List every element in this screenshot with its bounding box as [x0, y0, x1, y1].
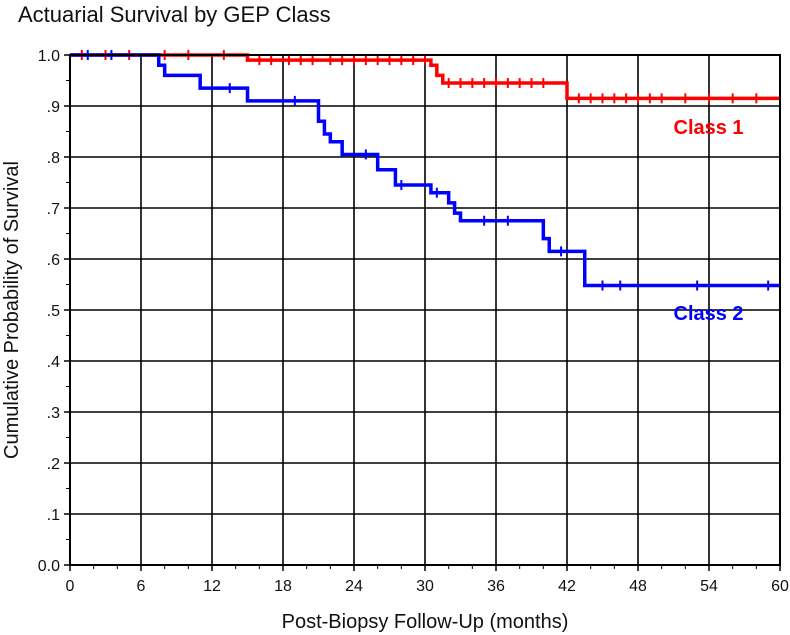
y-tick-label: .5 [47, 303, 60, 320]
y-tick-label: .1 [47, 507, 60, 524]
x-tick-label: 36 [487, 578, 505, 595]
x-tick-label: 30 [416, 578, 434, 595]
series-label-class-1: Class 1 [674, 117, 744, 139]
y-axis-label: Cumulative Probability of Survival [1, 161, 23, 459]
series-group [70, 50, 780, 291]
x-tick-label: 48 [629, 578, 647, 595]
x-tick-label: 12 [203, 578, 221, 595]
y-tick-label: .7 [47, 201, 60, 218]
y-tick-label: .4 [47, 354, 60, 371]
y-tick-label: 1.0 [38, 48, 60, 65]
series-line-class-2 [70, 53, 780, 288]
x-tick-label: 54 [700, 578, 718, 595]
y-tick-label: .6 [47, 252, 60, 269]
x-tick-label: 60 [771, 578, 789, 595]
y-tick-label: .9 [47, 99, 60, 116]
y-axis-ticks: 0.0 .1 .2 .3 .4 .5 .6 .7 .8 .9 1.0 [38, 48, 70, 575]
chart-title: Actuarial Survival by GEP Class [18, 2, 331, 27]
y-tick-label: .2 [47, 456, 60, 473]
series-annotations: Class 1 Class 2 [674, 117, 744, 325]
y-tick-label: .3 [47, 405, 60, 422]
series-label-class-2: Class 2 [674, 303, 744, 325]
y-tick-label: 0.0 [38, 558, 60, 575]
x-tick-label: 24 [345, 578, 363, 595]
x-tick-label: 42 [558, 578, 576, 595]
x-axis-ticks: 0 6 12 18 24 30 36 42 48 54 60 [66, 565, 789, 595]
x-tick-label: 6 [137, 578, 146, 595]
x-tick-label: 18 [274, 578, 292, 595]
series-line-class-1 [70, 53, 780, 101]
x-tick-label: 0 [66, 578, 75, 595]
y-tick-label: .8 [47, 150, 60, 167]
x-axis-label: Post-Biopsy Follow-Up (months) [282, 611, 569, 633]
